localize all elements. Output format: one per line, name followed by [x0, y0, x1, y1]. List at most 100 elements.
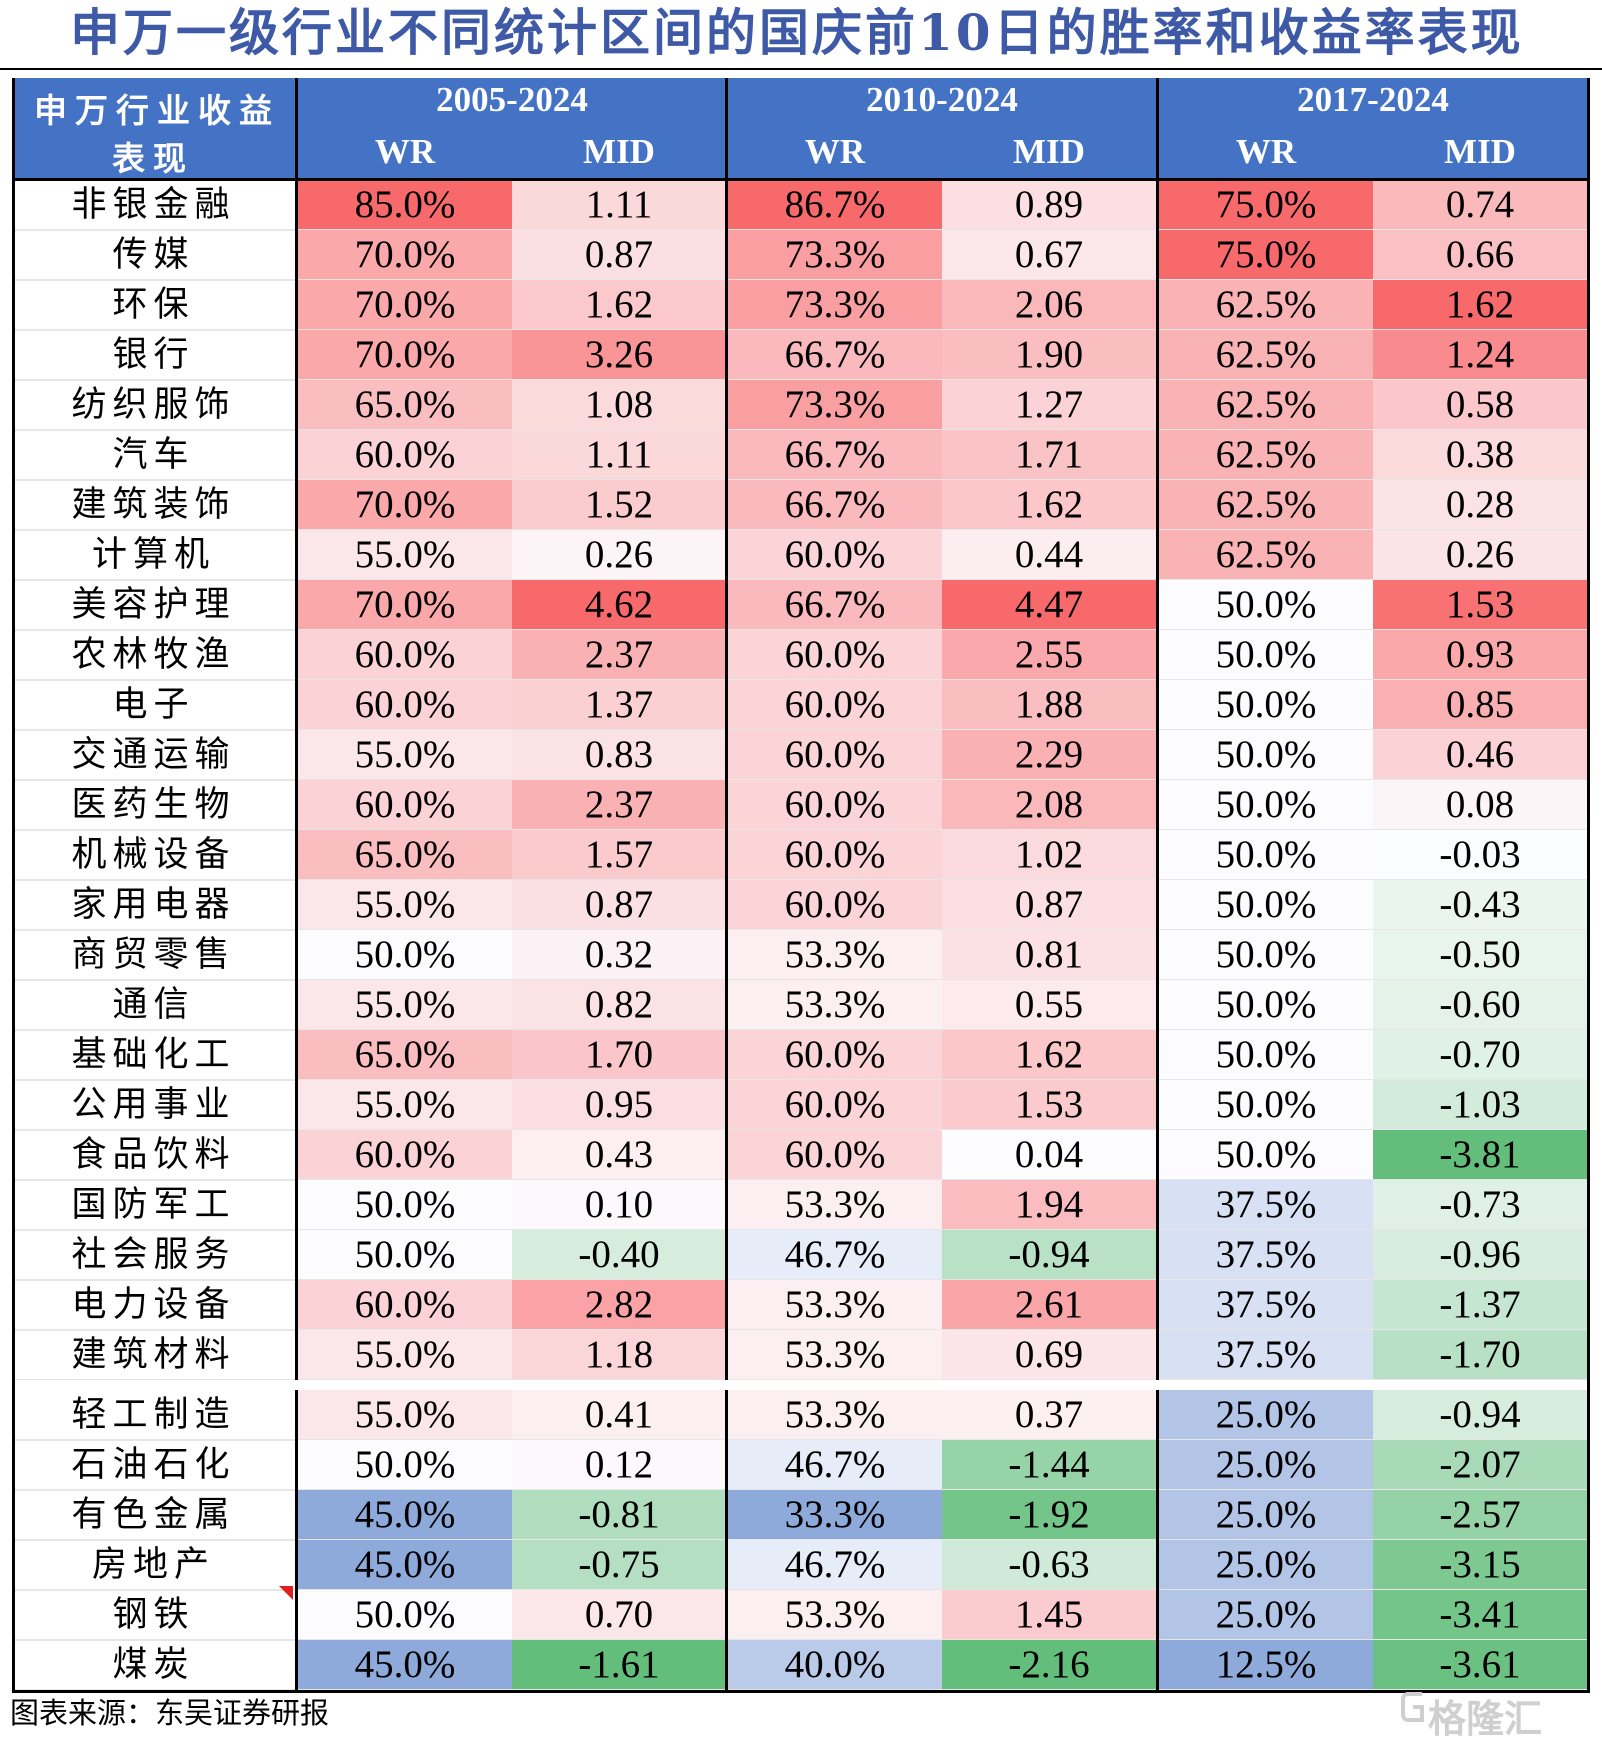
column-divider [1156, 78, 1159, 1690]
wr-cell: 60.0% [298, 630, 512, 680]
mid-cell: 4.62 [512, 580, 726, 630]
wr-cell: 62.5% [1159, 380, 1373, 430]
mid-cell: 1.24 [1373, 330, 1587, 380]
mid-cell: 0.87 [512, 880, 726, 930]
mid-cell: -0.81 [512, 1490, 726, 1540]
mid-cell: -0.40 [512, 1230, 726, 1280]
wr-cell: 55.0% [298, 880, 512, 930]
mid-cell: 1.62 [512, 280, 726, 330]
mid-cell: 0.26 [1373, 530, 1587, 580]
wr-cell: 85.0% [298, 180, 512, 230]
wr-cell: 25.0% [1159, 1440, 1373, 1490]
wr-cell: 53.3% [728, 930, 942, 980]
wr-cell: 60.0% [728, 880, 942, 930]
industry-label: 建筑材料 [71, 1335, 236, 1375]
mid-cell: 1.94 [942, 1180, 1156, 1230]
wr-cell: 70.0% [298, 280, 512, 330]
wr-cell: 60.0% [728, 530, 942, 580]
industry-label: 建筑装饰 [71, 485, 236, 525]
mid-cell: 2.82 [512, 1280, 726, 1330]
table-header [12, 78, 1590, 178]
wr-cell: 66.7% [728, 430, 942, 480]
wr-cell: 50.0% [1159, 1030, 1373, 1080]
mid-cell: -1.37 [1373, 1280, 1587, 1330]
wr-cell: 33.3% [728, 1490, 942, 1540]
mid-cell: -3.61 [1373, 1640, 1587, 1690]
wr-cell: 55.0% [298, 980, 512, 1030]
wr-cell: 86.7% [728, 180, 942, 230]
wr-cell: 45.0% [298, 1540, 512, 1590]
wr-cell: 65.0% [298, 830, 512, 880]
wr-cell: 73.3% [728, 380, 942, 430]
mid-cell: 1.02 [942, 830, 1156, 880]
mid-cell: 1.62 [942, 1030, 1156, 1080]
wr-cell: 73.3% [728, 280, 942, 330]
industry-label: 房地产 [91, 1545, 215, 1585]
mid-cell: 0.89 [942, 180, 1156, 230]
page-title: 申万一级行业不同统计区间的国庆前10日的胜率和收益率表现 [70, 3, 1524, 62]
wr-cell: 65.0% [298, 1030, 512, 1080]
wr-cell: 62.5% [1159, 530, 1373, 580]
wr-cell: 46.7% [728, 1230, 942, 1280]
mid-cell: -0.73 [1373, 1180, 1587, 1230]
industry-label: 商贸零售 [71, 935, 236, 975]
wr-cell: 50.0% [1159, 630, 1373, 680]
wr-cell: 62.5% [1159, 330, 1373, 380]
wr-cell: 50.0% [1159, 780, 1373, 830]
column-divider [1587, 78, 1590, 1690]
mid-cell: 0.58 [1373, 380, 1587, 430]
mid-cell: -0.75 [512, 1540, 726, 1590]
industry-label: 国防军工 [71, 1185, 236, 1225]
mid-cell: -1.70 [1373, 1330, 1587, 1380]
mid-cell: 0.87 [512, 230, 726, 280]
wr-cell: 37.5% [1159, 1230, 1373, 1280]
period-header: 2010-2024 [866, 80, 1018, 119]
corner-header-line1: 申万行业收益 [34, 91, 280, 130]
mid-cell: 1.52 [512, 480, 726, 530]
mid-cell: 0.38 [1373, 430, 1587, 480]
wr-cell: 75.0% [1159, 230, 1373, 280]
wr-cell: 37.5% [1159, 1280, 1373, 1330]
wr-cell: 50.0% [1159, 1080, 1373, 1130]
mid-cell: -3.41 [1373, 1590, 1587, 1640]
wr-cell: 50.0% [1159, 980, 1373, 1030]
industry-label: 汽车 [112, 435, 195, 475]
mid-cell: 2.06 [942, 280, 1156, 330]
mid-cell: 1.08 [512, 380, 726, 430]
wr-cell: 62.5% [1159, 430, 1373, 480]
industry-label: 电子 [112, 685, 195, 725]
group-gap [15, 1380, 1587, 1390]
wr-cell: 60.0% [728, 630, 942, 680]
industry-label: 通信 [112, 985, 195, 1025]
mid-cell: 0.69 [942, 1330, 1156, 1380]
bottom-rule [12, 1690, 1590, 1693]
industry-label: 社会服务 [71, 1235, 236, 1275]
wr-cell: 50.0% [298, 930, 512, 980]
wr-cell: 60.0% [728, 830, 942, 880]
mid-cell: 1.53 [942, 1080, 1156, 1130]
source-note: 图表来源：东吴证券研报 [10, 1696, 330, 1730]
mid-cell: 2.55 [942, 630, 1156, 680]
wr-cell: 60.0% [728, 680, 942, 730]
mid-cell: 0.44 [942, 530, 1156, 580]
mid-cell: 0.41 [512, 1390, 726, 1440]
wr-cell: 50.0% [1159, 680, 1373, 730]
mid-cell: 1.18 [512, 1330, 726, 1380]
wr-cell: 53.3% [728, 1330, 942, 1380]
mid-cell: 0.70 [512, 1590, 726, 1640]
mid-cell: 0.04 [942, 1130, 1156, 1180]
industry-label: 有色金属 [71, 1495, 236, 1535]
watermark-text: 格隆汇 [1428, 1697, 1543, 1741]
column-divider [295, 78, 298, 1690]
mid-cell: 2.08 [942, 780, 1156, 830]
wr-cell: 50.0% [1159, 1130, 1373, 1180]
industry-label: 银行 [112, 335, 195, 375]
wr-cell: 53.3% [728, 1590, 942, 1640]
wr-cell: 50.0% [1159, 930, 1373, 980]
industry-label: 石油石化 [71, 1445, 236, 1485]
wr-cell: 45.0% [298, 1640, 512, 1690]
mid-cell: 0.93 [1373, 630, 1587, 680]
mid-cell: 2.61 [942, 1280, 1156, 1330]
industry-label: 家用电器 [71, 885, 236, 925]
mid-cell: -0.94 [1373, 1390, 1587, 1440]
